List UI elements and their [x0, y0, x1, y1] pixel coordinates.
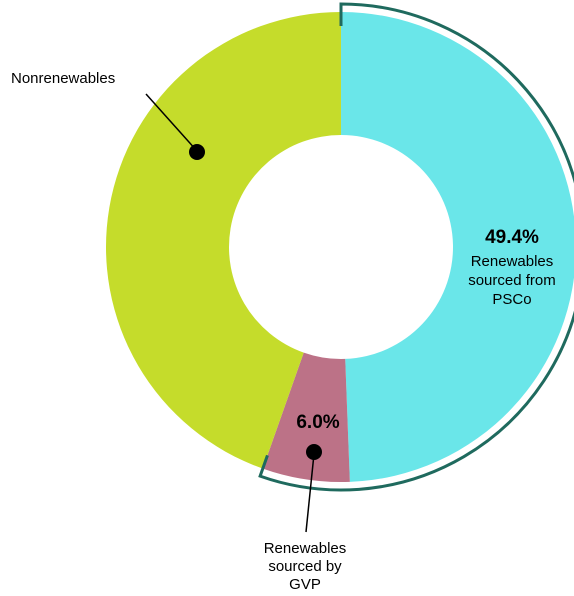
category-label-renewables-sourced-from-psco-line-1: Renewables	[471, 253, 554, 270]
renewables-bracket	[258, 2, 574, 492]
category-label-renewables-sourced-from-psco-line-3: PSCo	[492, 291, 531, 308]
value-label-renewables-sourced-from-psco: 49.4%	[485, 227, 539, 248]
slice-renewables-sourced-by-gvp	[262, 352, 350, 482]
donut-slices	[106, 12, 574, 482]
category-label-renewables-sourced-from-psco-line-2: sourced from	[468, 272, 556, 289]
leader-dot-nonrenewables	[189, 144, 205, 160]
leader-dot-renewables-sourced-by-gvp	[306, 444, 322, 460]
category-label-renewables-sourced-by-gvp-line-2: sourced by	[268, 558, 342, 575]
category-label-renewables-sourced-by-gvp-line-1: Renewables	[264, 540, 347, 557]
slice-renewables-sourced-from-psco	[341, 12, 574, 482]
leader-line-renewables-sourced-by-gvp	[305, 453, 315, 533]
value-label-renewables-sourced-by-gvp: 6.0%	[296, 412, 339, 433]
category-label-renewables-sourced-by-gvp-line-3: GVP	[289, 576, 321, 593]
leader-lines	[145, 93, 322, 533]
slice-nonrenewables	[106, 12, 342, 469]
leader-line-nonrenewables	[145, 93, 198, 152]
category-label-nonrenewables: Nonrenewables	[11, 70, 115, 87]
slice-labels: 49.4% Renewables sourced from PSCo 6.0% Renew…	[11, 70, 556, 593]
